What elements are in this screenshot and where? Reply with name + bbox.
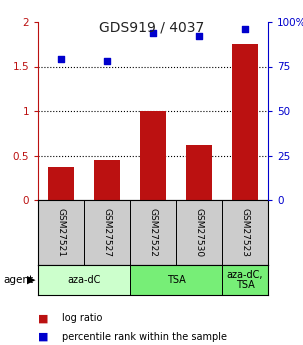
Text: percentile rank within the sample: percentile rank within the sample xyxy=(62,332,227,342)
Text: TSA: TSA xyxy=(167,275,185,285)
Point xyxy=(105,58,109,64)
Bar xyxy=(140,111,166,200)
Point xyxy=(151,30,155,36)
Text: agent: agent xyxy=(3,275,33,285)
Text: ■: ■ xyxy=(38,313,48,323)
Text: ▶: ▶ xyxy=(26,275,35,285)
Bar xyxy=(186,145,212,200)
Bar xyxy=(84,200,130,265)
Text: aza-dC,
TSA: aza-dC, TSA xyxy=(227,269,263,290)
Text: GSM27522: GSM27522 xyxy=(148,208,158,257)
Bar xyxy=(48,167,74,200)
Bar xyxy=(38,200,84,265)
Bar xyxy=(222,200,268,265)
Text: GSM27523: GSM27523 xyxy=(241,208,249,257)
Bar xyxy=(38,265,130,295)
Bar xyxy=(232,44,258,200)
Bar xyxy=(130,200,176,265)
Bar xyxy=(222,265,268,295)
Text: ■: ■ xyxy=(38,332,48,342)
Text: GDS919 / 4037: GDS919 / 4037 xyxy=(99,20,204,34)
Text: GSM27521: GSM27521 xyxy=(56,208,65,257)
Point xyxy=(58,57,63,62)
Text: GSM27530: GSM27530 xyxy=(195,208,204,257)
Bar xyxy=(176,200,222,265)
Point xyxy=(197,33,201,39)
Point xyxy=(243,26,248,32)
Bar xyxy=(94,160,120,200)
Bar xyxy=(130,265,222,295)
Text: GSM27527: GSM27527 xyxy=(102,208,112,257)
Text: log ratio: log ratio xyxy=(62,313,103,323)
Text: aza-dC: aza-dC xyxy=(67,275,101,285)
